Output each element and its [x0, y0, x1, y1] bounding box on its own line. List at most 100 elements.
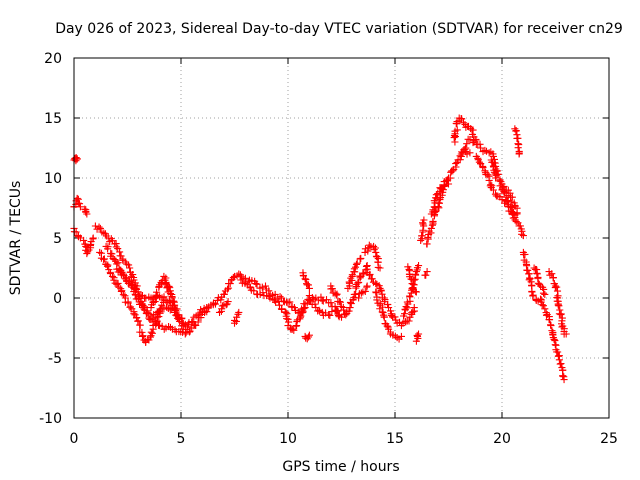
- data-point-marker: [233, 313, 241, 321]
- data-point-marker: [337, 313, 346, 321]
- x-axis: 0 5 10 15 20 25: [70, 431, 618, 447]
- y-tick-label: -5: [48, 351, 62, 367]
- x-tick-label: 20: [493, 431, 511, 447]
- data-point-marker: [103, 262, 112, 270]
- data-point-marker: [377, 286, 385, 294]
- data-point-marker: [126, 264, 134, 272]
- data-point-marker: [156, 309, 164, 317]
- data-point-marker: [171, 301, 179, 309]
- data-point-marker: [423, 268, 431, 276]
- data-point-marker: [224, 298, 232, 306]
- data-point-marker: [271, 290, 279, 298]
- data-point-marker: [407, 275, 415, 283]
- data-point-marker: [76, 203, 84, 211]
- data-point-marker: [359, 270, 367, 278]
- data-point-marker: [391, 313, 399, 321]
- data-point-marker: [96, 224, 104, 233]
- data-point-marker: [292, 322, 300, 330]
- data-point-marker: [152, 291, 160, 299]
- data-point-marker: [444, 180, 453, 188]
- data-point-marker: [285, 318, 293, 326]
- data-point-marker: [405, 317, 413, 325]
- data-point-marker: [230, 272, 239, 280]
- data-point-marker: [125, 261, 133, 269]
- data-point-marker: [551, 341, 559, 349]
- data-point-marker: [506, 189, 514, 197]
- chart-title: Day 026 of 2023, Sidereal Day-to-day VTE…: [55, 21, 623, 37]
- data-point-marker: [466, 136, 474, 144]
- data-point-marker: [342, 311, 350, 319]
- data-point-marker: [446, 174, 454, 182]
- data-point-marker: [134, 317, 142, 325]
- data-point-marker: [305, 296, 313, 304]
- data-point-marker: [381, 296, 389, 304]
- data-point-marker: [166, 284, 174, 292]
- data-point-marker: [397, 332, 405, 340]
- data-point-marker: [333, 290, 341, 298]
- plot-frame: [73, 57, 610, 419]
- data-point-marker: [317, 293, 325, 301]
- data-point-marker: [226, 280, 234, 288]
- data-point-marker: [272, 298, 280, 306]
- data-point-marker: [261, 282, 270, 290]
- data-point-marker: [130, 310, 138, 318]
- data-point-marker: [100, 255, 108, 263]
- data-point-marker: [336, 298, 344, 306]
- data-point-marker: [538, 301, 546, 309]
- data-point-marker: [560, 376, 568, 384]
- data-point-marker: [476, 140, 484, 148]
- data-point-marker: [413, 331, 421, 339]
- data-point-marker: [470, 138, 478, 146]
- data-point-marker: [197, 306, 205, 314]
- data-point-marker: [513, 210, 521, 218]
- data-point-marker: [414, 262, 423, 270]
- data-point-marker: [299, 308, 307, 317]
- data-point-marker: [462, 144, 470, 152]
- data-point-marker: [514, 144, 522, 152]
- data-point-marker: [290, 326, 298, 334]
- data-point-marker: [541, 305, 549, 313]
- data-point-marker: [305, 284, 313, 292]
- data-point-marker: [73, 194, 81, 202]
- data-point-marker: [327, 299, 335, 307]
- data-point-marker: [183, 323, 191, 331]
- x-tick-label: 25: [600, 431, 618, 447]
- data-point-marker: [437, 184, 446, 192]
- data-point-marker: [562, 330, 570, 338]
- data-point-marker: [528, 288, 536, 296]
- data-point-marker: [170, 297, 178, 305]
- data-point-marker: [536, 295, 545, 303]
- data-point-marker: [510, 199, 518, 207]
- data-point-marker: [353, 259, 361, 267]
- data-point-marker: [347, 300, 355, 308]
- data-point-marker: [414, 330, 423, 338]
- data-point-marker: [432, 194, 440, 202]
- data-point-marker: [220, 290, 228, 298]
- data-point-marker: [526, 275, 534, 283]
- data-point-marker: [499, 184, 507, 192]
- data-point-marker: [141, 306, 149, 314]
- data-point-marker: [539, 289, 548, 297]
- data-point-marker: [485, 176, 493, 184]
- data-point-marker: [364, 247, 372, 255]
- data-point-marker: [203, 304, 211, 312]
- data-point-marker: [218, 302, 226, 310]
- data-point-marker: [75, 200, 84, 208]
- data-point-marker: [554, 348, 562, 356]
- data-point-marker: [419, 226, 427, 234]
- data-point-marker: [252, 280, 260, 288]
- data-point-marker: [351, 263, 360, 271]
- data-point-marker: [410, 304, 418, 312]
- data-point-marker: [121, 275, 129, 283]
- data-point-marker: [554, 352, 562, 360]
- data-point-marker: [489, 186, 497, 194]
- y-tick-label: 5: [53, 231, 62, 247]
- data-point-marker: [83, 210, 91, 218]
- data-point-marker: [104, 245, 112, 253]
- data-point-marker: [201, 307, 209, 315]
- x-axis-label: GPS time / hours: [282, 459, 399, 475]
- data-point-marker: [403, 298, 411, 306]
- data-point-marker: [529, 291, 537, 299]
- data-point-marker: [427, 224, 435, 232]
- data-point-marker: [171, 306, 179, 314]
